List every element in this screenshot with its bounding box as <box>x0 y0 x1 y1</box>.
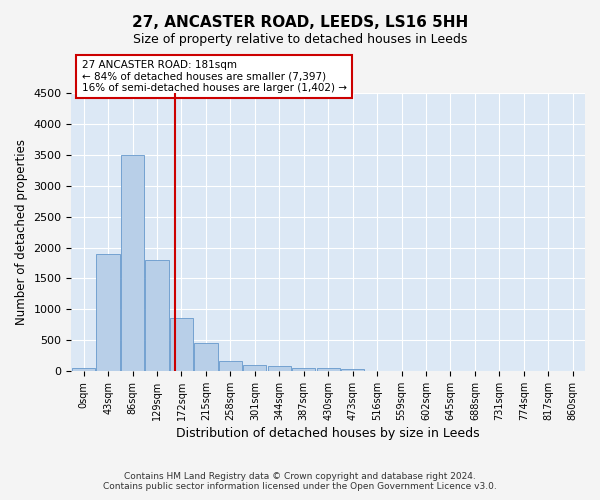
Bar <box>341 369 364 371</box>
Text: 27, ANCASTER ROAD, LEEDS, LS16 5HH: 27, ANCASTER ROAD, LEEDS, LS16 5HH <box>132 15 468 30</box>
Bar <box>121 155 144 371</box>
Text: Size of property relative to detached houses in Leeds: Size of property relative to detached ho… <box>133 32 467 46</box>
X-axis label: Distribution of detached houses by size in Leeds: Distribution of detached houses by size … <box>176 427 480 440</box>
Bar <box>145 260 169 371</box>
Bar <box>72 368 95 371</box>
Bar <box>317 368 340 371</box>
Bar <box>97 254 120 371</box>
Y-axis label: Number of detached properties: Number of detached properties <box>15 139 28 325</box>
Text: Contains HM Land Registry data © Crown copyright and database right 2024.
Contai: Contains HM Land Registry data © Crown c… <box>103 472 497 491</box>
Text: 27 ANCASTER ROAD: 181sqm
← 84% of detached houses are smaller (7,397)
16% of sem: 27 ANCASTER ROAD: 181sqm ← 84% of detach… <box>82 60 347 93</box>
Bar <box>219 361 242 371</box>
Bar <box>292 368 316 371</box>
Bar <box>194 342 218 371</box>
Bar <box>268 366 291 371</box>
Bar <box>170 318 193 371</box>
Bar <box>243 366 266 371</box>
